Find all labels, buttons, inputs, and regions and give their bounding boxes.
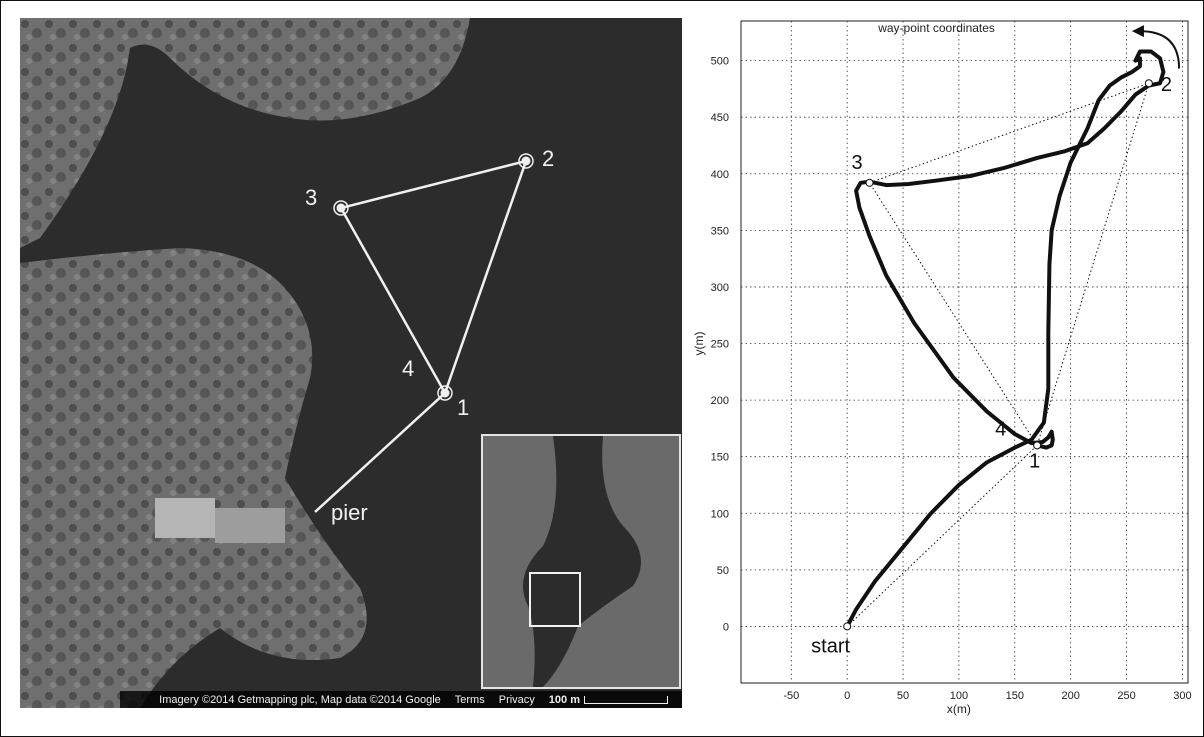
y-tick-label: 100 (711, 508, 729, 520)
waypoint-label-start: start (811, 635, 850, 657)
campsite (215, 508, 285, 543)
x-tick-label: 150 (1006, 690, 1024, 702)
satellite-map-image (20, 18, 682, 708)
terms-link[interactable]: Terms (454, 693, 485, 706)
inset-map-image (483, 436, 679, 687)
x-tick-label: 250 (1117, 690, 1135, 702)
y-tick-label: 350 (711, 225, 729, 237)
waypoint-marker-3 (865, 178, 874, 187)
village-buildings (155, 498, 215, 538)
waypoint-label-4: 4 (995, 418, 1006, 440)
land-west-peninsula (20, 248, 367, 708)
land-north (20, 18, 470, 248)
y-tick-label: 50 (717, 565, 729, 577)
y-tick-label: 500 (711, 56, 729, 68)
waypoint-marker-start (843, 622, 852, 631)
privacy-link[interactable]: Privacy (498, 693, 535, 706)
waypoint-label-2: 2 (1161, 74, 1172, 96)
waypoint-markers-chart: start 1 2 3 4 (811, 74, 1172, 657)
map-waypoint-label-1: 1 (457, 395, 470, 420)
scale-label: 100 m (548, 693, 580, 706)
y-axis-label: y(m) (692, 332, 706, 356)
waypoint-label-3: 3 (852, 152, 863, 174)
y-tick-label: 150 (711, 452, 729, 464)
x-tick-label: 0 (844, 690, 850, 702)
x-tick-label: -50 (783, 690, 799, 702)
inset-viewport-box (529, 572, 581, 627)
map-waypoint-label-3: 3 (305, 185, 318, 210)
rotation-arrow (1139, 30, 1181, 69)
chart-grid (741, 21, 1188, 683)
x-tick-label: 50 (897, 690, 909, 702)
trajectory-line (845, 49, 1166, 629)
map-waypoint-label-2: 2 (542, 146, 555, 171)
trajectory (845, 49, 1166, 629)
y-tick-label: 300 (711, 282, 729, 294)
attribution-text: Imagery ©2014 Getmapping plc, Map data ©… (159, 693, 441, 706)
map-pier-label: pier (331, 500, 368, 525)
y-tick-label: 450 (711, 112, 729, 124)
waypoint-chart: -50 0 50 100 150 200 250 300 0 50 100 150 200 250 300 3… (692, 20, 1192, 716)
scale-bar-line (584, 695, 668, 704)
y-tick-label: 250 (711, 339, 729, 351)
chart-title: way-point coordinates (877, 21, 995, 35)
scale-bar: 100 m (549, 694, 668, 706)
chart-ticks: -50 0 50 100 150 200 250 300 0 50 100 150 200 250 300 3… (711, 56, 1192, 702)
overview-inset-map (481, 434, 681, 689)
y-tick-label: 200 (711, 395, 729, 407)
y-tick-label: 400 (711, 169, 729, 181)
planned-route-line (846, 82, 1150, 627)
waypoint-marker-4 (1033, 441, 1042, 450)
map-waypoint-label-4: 4 (402, 356, 415, 381)
waypoint-label-1: 1 (1029, 450, 1040, 472)
x-tick-label: 200 (1061, 690, 1079, 702)
x-tick-label: 300 (1173, 690, 1191, 702)
y-tick-label: 0 (723, 621, 729, 633)
chart-axes-box (740, 20, 1189, 684)
waypoint-markers (333, 153, 534, 401)
satellite-map-panel: 1 2 3 4 pier Imagery ©2014 Getmapping pl… (20, 18, 682, 708)
planned-route (846, 82, 1150, 627)
waypoint-marker-2 (1144, 79, 1153, 88)
rotation-arrow-head (1131, 25, 1144, 38)
map-attribution-bar: Imagery ©2014 Getmapping plc, Map data ©… (120, 691, 682, 708)
x-axis-label: x(m) (947, 702, 971, 716)
x-tick-label: 100 (950, 690, 968, 702)
